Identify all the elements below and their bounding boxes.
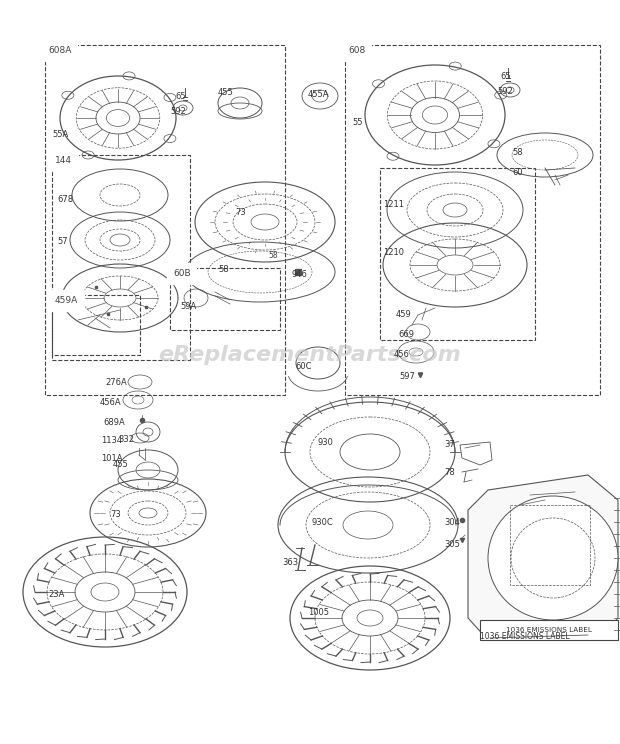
Text: 60: 60 — [512, 168, 523, 177]
Text: 1211: 1211 — [383, 200, 404, 209]
Text: 60B: 60B — [173, 269, 190, 278]
Text: 1036 EMISSIONS LABEL: 1036 EMISSIONS LABEL — [480, 632, 570, 641]
Bar — [345, 45, 600, 395]
Text: 332: 332 — [118, 435, 134, 444]
Text: 689A: 689A — [103, 418, 125, 427]
Text: 59A: 59A — [180, 302, 197, 311]
Text: 455A: 455A — [308, 90, 329, 99]
Text: 65: 65 — [500, 72, 511, 81]
Text: 597: 597 — [399, 372, 415, 381]
Bar — [480, 620, 618, 640]
Text: 57: 57 — [57, 237, 68, 246]
Text: 73: 73 — [110, 510, 121, 519]
Text: 930C: 930C — [312, 518, 334, 527]
Text: 592: 592 — [170, 107, 186, 116]
Text: 55A: 55A — [52, 130, 68, 139]
Text: 592: 592 — [497, 87, 513, 96]
Bar — [52, 155, 190, 360]
Text: 58: 58 — [218, 265, 229, 274]
Text: 608: 608 — [348, 46, 365, 55]
Polygon shape — [468, 475, 618, 640]
Text: 678: 678 — [57, 195, 73, 204]
Text: 1036 EMISSIONS LABEL: 1036 EMISSIONS LABEL — [506, 627, 592, 633]
Text: 276A: 276A — [105, 378, 126, 387]
Text: 459: 459 — [396, 310, 412, 319]
Text: 363: 363 — [282, 558, 298, 567]
Text: 78: 78 — [444, 468, 454, 477]
Bar — [170, 268, 280, 330]
Text: 55: 55 — [352, 118, 363, 127]
Text: 459A: 459A — [55, 296, 78, 305]
Bar — [510, 505, 590, 585]
Text: 73: 73 — [235, 208, 246, 217]
Text: 1134: 1134 — [101, 436, 122, 445]
Text: 669: 669 — [398, 330, 414, 339]
Text: 455: 455 — [218, 88, 234, 97]
Text: 58: 58 — [268, 251, 278, 260]
Text: 101A: 101A — [101, 454, 123, 463]
Text: eReplacementParts.com: eReplacementParts.com — [159, 345, 461, 365]
Bar — [380, 168, 535, 340]
Text: 65: 65 — [175, 92, 185, 101]
Text: 455: 455 — [113, 460, 129, 469]
Ellipse shape — [488, 496, 618, 620]
Text: 23A: 23A — [48, 590, 64, 599]
Text: 930: 930 — [318, 438, 334, 447]
Text: 456A: 456A — [100, 398, 122, 407]
Bar — [52, 295, 140, 355]
Text: 305: 305 — [444, 540, 460, 549]
Text: 60C: 60C — [295, 362, 311, 371]
Text: 304: 304 — [444, 518, 460, 527]
Text: 946: 946 — [292, 270, 308, 279]
Text: 456: 456 — [394, 350, 410, 359]
Text: 58: 58 — [512, 148, 523, 157]
Text: 608A: 608A — [48, 46, 71, 55]
Text: 144: 144 — [55, 156, 72, 165]
Text: 1005: 1005 — [308, 608, 329, 617]
Text: 37: 37 — [444, 440, 454, 449]
Text: 1210: 1210 — [383, 248, 404, 257]
Bar — [45, 45, 285, 395]
